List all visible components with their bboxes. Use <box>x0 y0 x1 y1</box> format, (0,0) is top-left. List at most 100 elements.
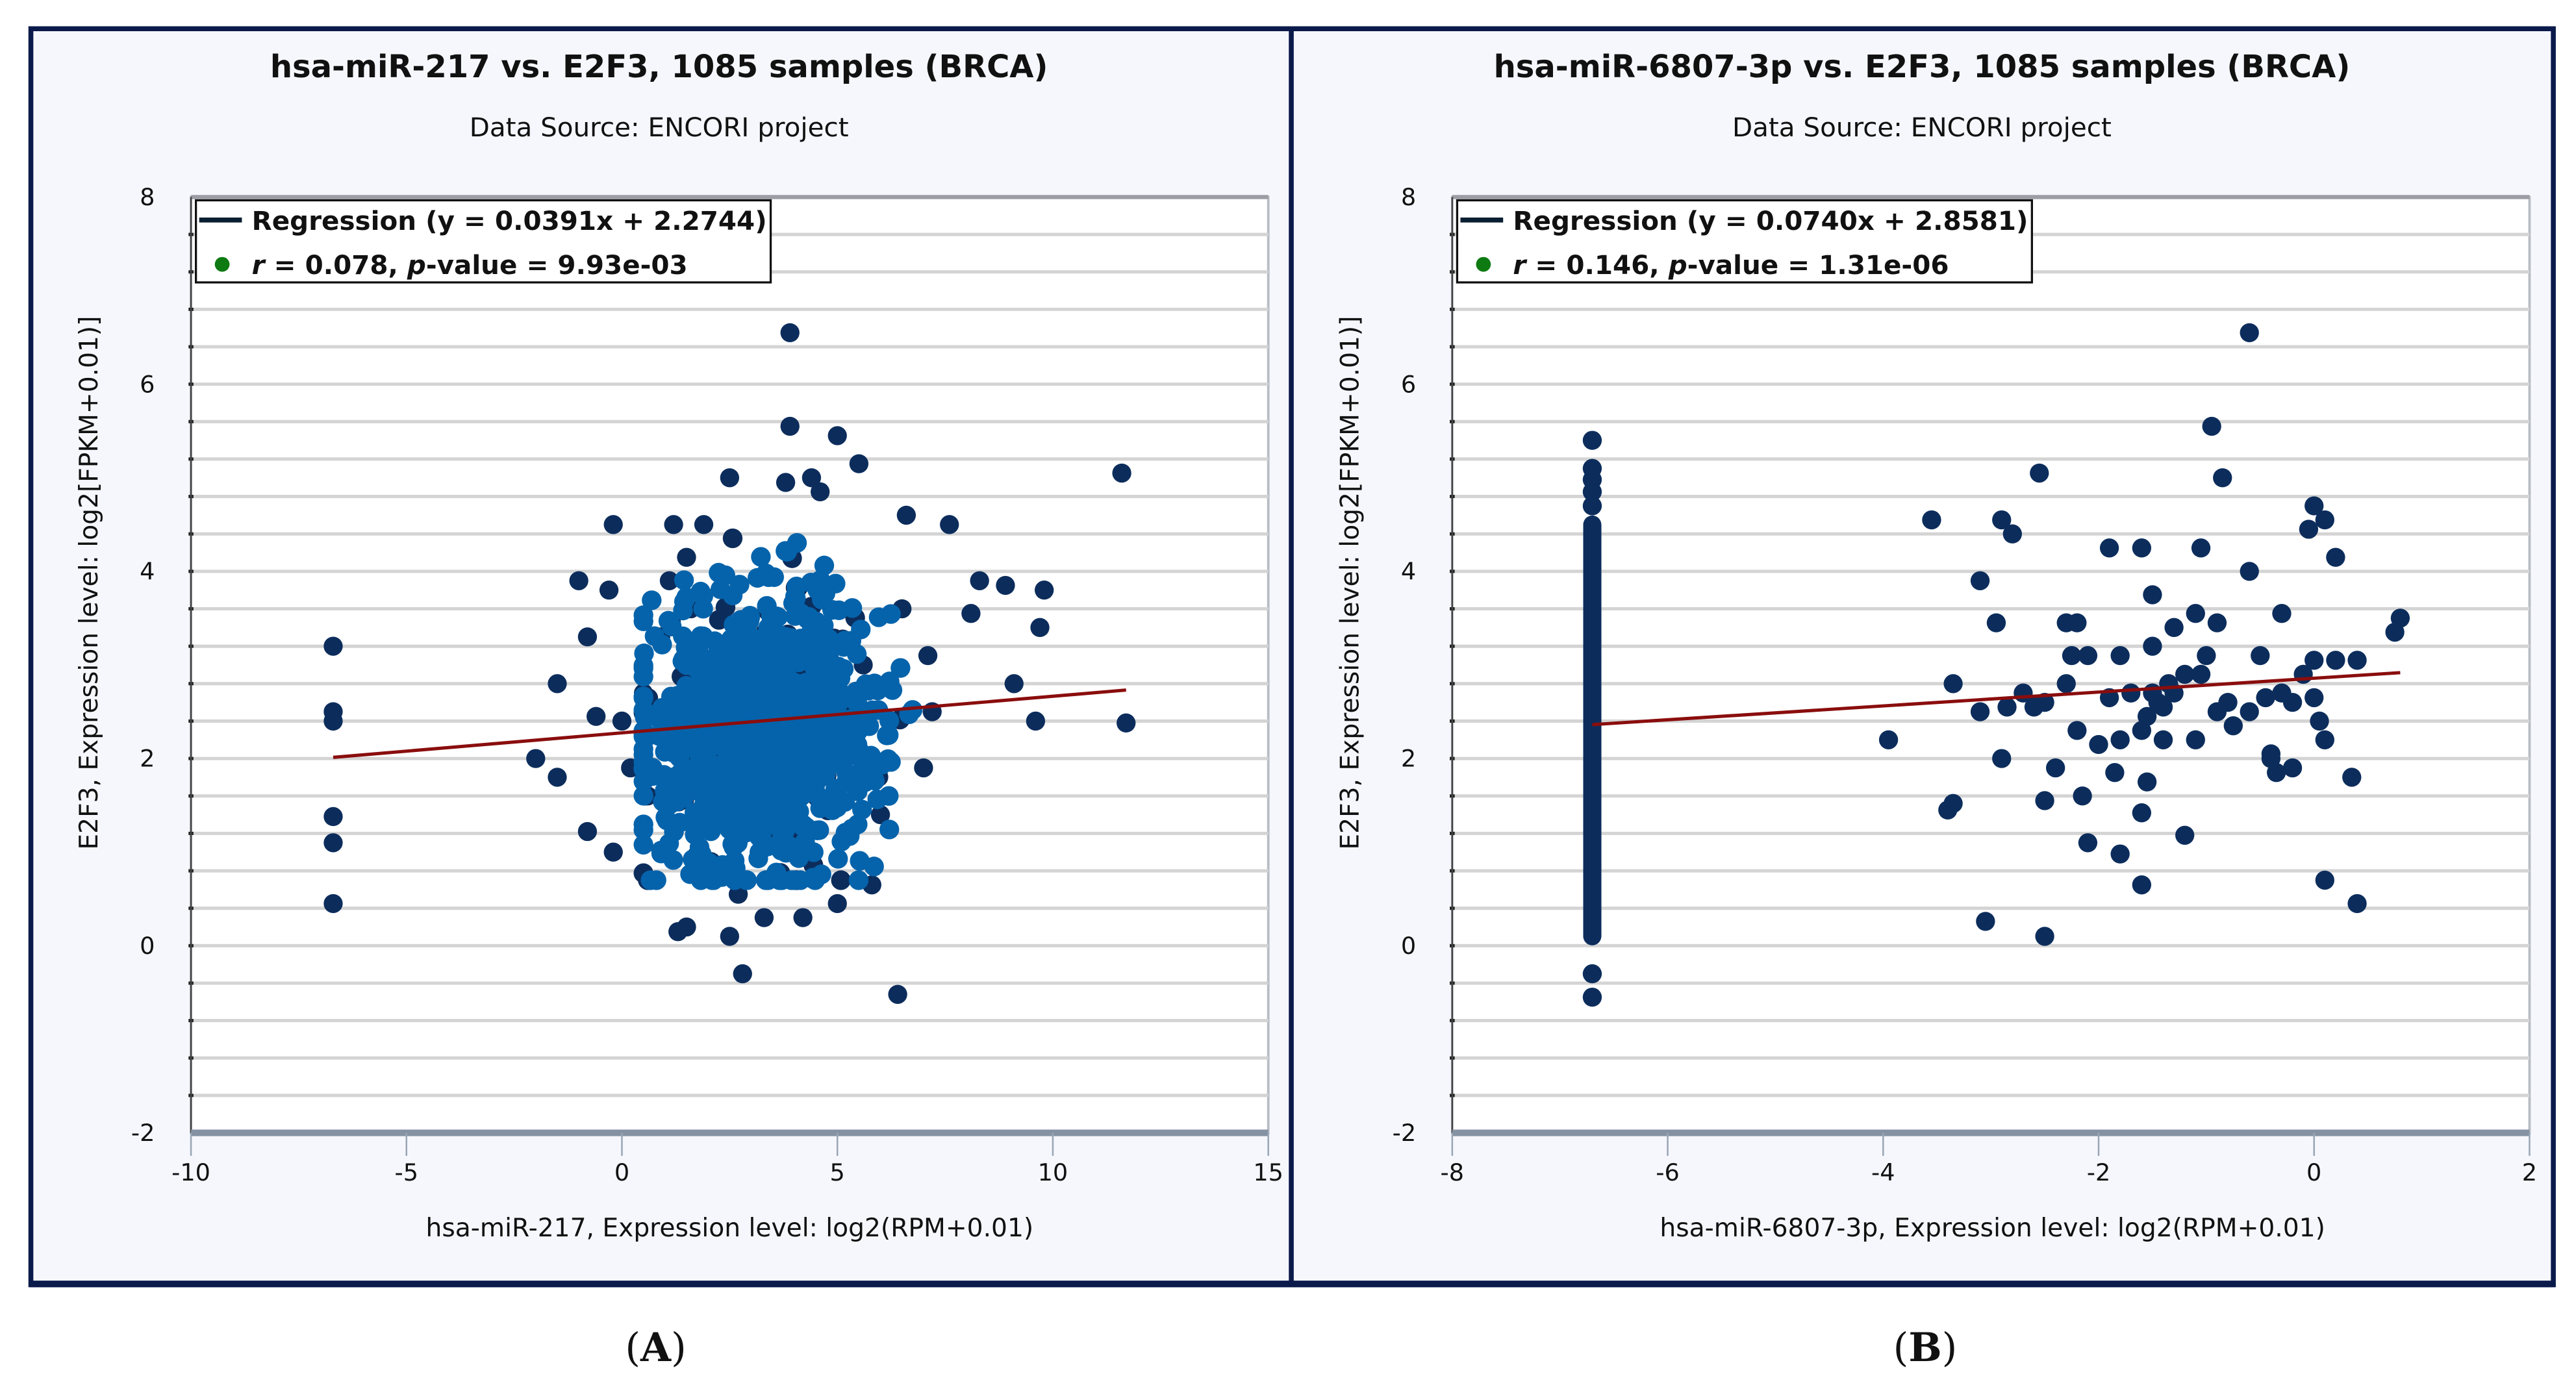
data-point <box>2035 927 2054 946</box>
data-point <box>996 575 1015 595</box>
data-point <box>751 699 772 719</box>
data-point <box>2347 894 2367 914</box>
data-point <box>2143 585 2162 605</box>
data-point <box>798 779 818 799</box>
data-point <box>720 729 740 749</box>
data-point <box>764 567 784 587</box>
data-point <box>323 711 343 731</box>
chart-title: hsa-miR-217 vs. E2F3, 1085 samples (BRCA… <box>270 49 1048 85</box>
data-point <box>677 547 696 567</box>
data-point <box>867 789 887 810</box>
x-axis-label: hsa-miR-6807-3p, Expression level: log2(… <box>1660 1214 2325 1243</box>
data-point <box>633 658 653 679</box>
data-point <box>2282 692 2303 712</box>
data-point <box>793 908 813 927</box>
data-point <box>684 803 705 823</box>
data-point <box>1035 581 1054 600</box>
y-tick-label: 0 <box>1401 932 1416 960</box>
data-point <box>569 571 588 590</box>
x-tick-label: -10 <box>171 1158 210 1186</box>
data-point <box>644 626 665 646</box>
data-point <box>2305 496 2324 516</box>
data-point <box>323 833 343 853</box>
data-point <box>737 662 757 682</box>
x-tick-label: -6 <box>1656 1158 1680 1186</box>
data-point <box>548 768 567 787</box>
chart-title: hsa-miR-6807-3p vs. E2F3, 1085 samples (… <box>1494 49 2351 85</box>
data-point <box>672 704 692 724</box>
y-tick-label: 2 <box>1401 745 1416 773</box>
data-point <box>864 857 884 877</box>
data-point <box>2267 763 2286 782</box>
data-point <box>577 627 598 647</box>
data-point <box>2153 730 2173 749</box>
data-point <box>798 737 818 758</box>
data-point <box>750 744 771 765</box>
data-point <box>667 686 687 706</box>
data-point <box>599 581 619 600</box>
data-point <box>836 732 856 753</box>
data-point <box>751 547 771 567</box>
legend-regression-label: Regression (y = 0.0740x + 2.8581) <box>1513 205 2028 236</box>
data-point <box>831 870 851 890</box>
data-point <box>780 416 800 436</box>
data-point <box>888 984 907 1004</box>
data-point <box>603 842 623 862</box>
data-point <box>720 927 740 946</box>
data-point <box>1976 912 1995 931</box>
data-point <box>914 758 933 778</box>
data-point <box>698 679 719 699</box>
data-point <box>651 766 672 786</box>
data-point <box>2099 538 2119 558</box>
data-point <box>642 590 662 610</box>
data-point <box>827 426 847 445</box>
legend-box <box>1456 199 2033 284</box>
chart-subtitle: Data Source: ENCORI project <box>470 112 849 143</box>
data-point <box>890 658 911 678</box>
data-point <box>789 801 809 821</box>
data-point <box>692 844 712 864</box>
data-point <box>633 688 653 708</box>
x-axis-label: hsa-miR-217, Expression level: log2(RPM+… <box>426 1214 1034 1243</box>
data-point <box>2207 702 2227 721</box>
data-point <box>970 571 989 590</box>
legend-box <box>194 199 772 284</box>
data-point <box>849 454 869 473</box>
data-point <box>1986 613 2006 632</box>
data-point <box>1970 571 1990 590</box>
data-point <box>722 585 743 606</box>
data-point <box>2326 547 2345 567</box>
data-point <box>1582 431 1602 450</box>
y-axis-label: E2F3, Expression level: log2[FPKM+0.01)] <box>75 316 104 850</box>
data-point <box>2137 707 2157 726</box>
data-point <box>827 894 847 914</box>
data-point <box>2202 416 2221 436</box>
data-point <box>2315 510 2334 530</box>
data-point <box>577 821 598 842</box>
data-point <box>1583 515 1602 534</box>
data-point <box>2024 697 2044 717</box>
y-tick-label: 4 <box>1401 558 1416 586</box>
data-point <box>633 820 653 840</box>
data-point <box>2067 721 2087 740</box>
data-point <box>1004 674 1024 694</box>
data-point <box>679 734 700 755</box>
data-point <box>2251 645 2270 666</box>
data-point <box>753 677 774 697</box>
data-point <box>744 809 765 830</box>
data-point <box>2132 875 2152 895</box>
legend-stats-label: r = 0.146, p-value = 1.31e-06 <box>1513 249 1949 281</box>
regression-line <box>333 688 1126 759</box>
data-point <box>2191 664 2211 684</box>
x-tick-label: 0 <box>2306 1158 2321 1186</box>
chart-subtitle: Data Source: ENCORI project <box>1732 112 2112 143</box>
panel-label-a: (A) <box>625 1325 686 1371</box>
data-point <box>633 834 653 855</box>
data-point <box>809 692 829 712</box>
data-point <box>2272 604 2292 623</box>
data-point <box>1997 697 2017 717</box>
data-point <box>1112 463 1131 483</box>
data-point <box>2261 744 2281 764</box>
data-point <box>1582 964 1602 984</box>
